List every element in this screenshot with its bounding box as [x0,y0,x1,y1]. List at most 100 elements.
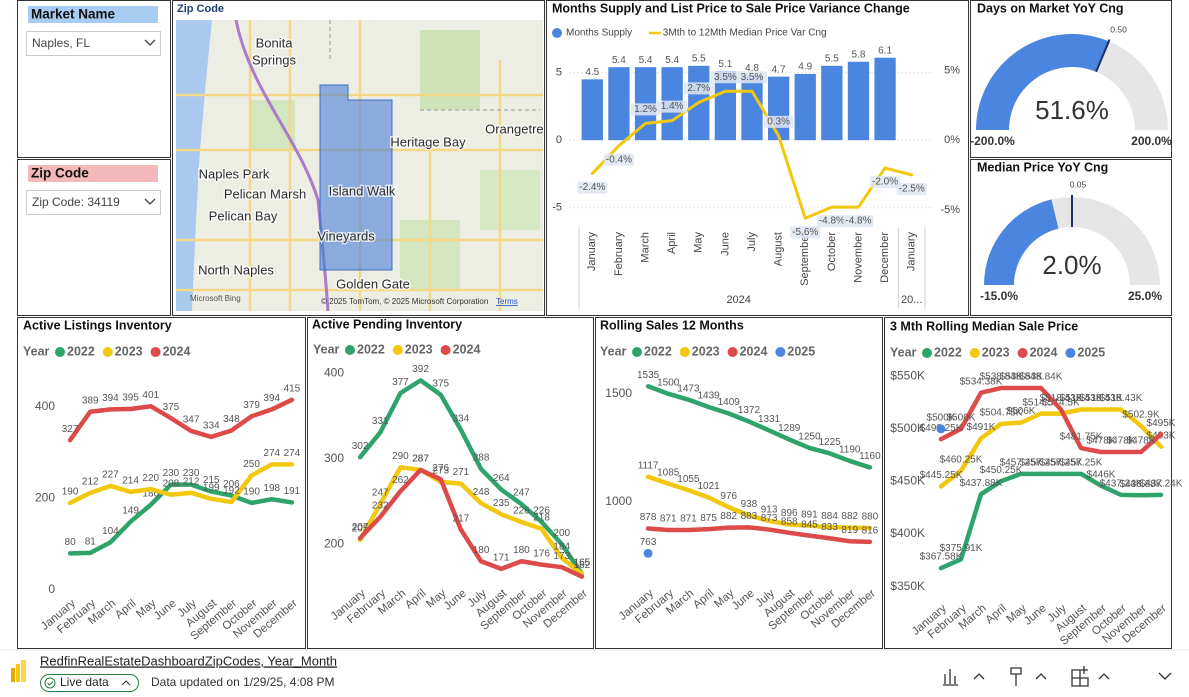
map-park [480,170,540,230]
data-label: 176 [533,548,550,559]
bar [608,67,630,141]
data-label: 248 [473,487,490,498]
place-label: Golden Gate [336,276,410,291]
map[interactable]: Bonita Springs Heritage Bay Orangetree Naple… [176,20,551,311]
chevron[interactable] [1098,673,1110,680]
y-tick-label: 0 [556,134,562,146]
data-label: 858 [781,516,798,527]
line [67,462,295,506]
data-label-bg [790,226,821,239]
line [357,378,585,577]
data-label: $518.43K [1060,393,1103,404]
chevron [144,39,156,46]
data-label: 1473 [677,383,700,394]
data-label: 215 [203,475,220,486]
data-label: $445.25K [920,470,963,481]
data-label: 212 [183,476,200,487]
y-tick-label: 200 [324,536,344,550]
legend-label: 3Mth to 12Mth Median Price Var Cng [663,28,827,39]
legend-dot [632,347,642,357]
line [357,467,585,579]
gauge-value-label: 2.0% [1042,250,1101,280]
target-label: 0.05 [1070,179,1087,189]
updated-text: Data updated on 1/29/25, 4:08 PM [151,675,334,689]
dropdown[interactable] [26,31,161,56]
insert-icon[interactable] [1071,666,1089,687]
data-label: -4.8% [845,216,871,227]
live-status: Live data [60,675,109,689]
data-label: $375.91K [940,543,983,554]
legend-dot [922,348,932,358]
data-label: 878 [640,512,657,523]
map-title: Zip Code [177,3,224,15]
data-label: 334 [203,421,220,432]
data-label: 230 [183,468,200,479]
line-point [643,548,653,558]
legend-label: 2023 [115,344,143,358]
data-label: 871 [680,514,697,525]
data-label: 217 [453,513,470,524]
line [357,465,585,577]
data-label: $506K [1007,406,1036,417]
legend-dot [55,347,65,357]
data-label: 394 [263,393,280,404]
data-label: 392 [412,364,429,375]
data-label: 190 [243,487,260,498]
data-label: 149 [122,505,139,516]
legend-title: Year [23,344,50,358]
chart-panel [17,317,306,649]
data-label: 230 [163,468,180,479]
data-label: $518.43K [1080,393,1123,404]
chevron[interactable] [973,673,985,680]
x-tick-label: February [613,232,625,277]
live-badge[interactable] [40,674,139,692]
group-label: 20... [901,294,922,306]
chevron[interactable] [1035,673,1047,680]
bar [714,71,737,141]
data-label: 171 [493,553,510,564]
line [645,474,873,531]
data-label-bg [896,182,927,195]
data-label: 199 [203,482,220,493]
chart-title: Rolling Sales 12 Months [600,318,744,332]
data-label: -0.4% [606,154,632,165]
data-label: 220 [142,473,159,484]
data-label-bg [816,215,847,228]
data-label: -2.4% [579,182,605,193]
legend-title: Year [890,345,917,359]
data-label: 882 [720,511,737,522]
dataset-name[interactable]: RedfinRealEstateDashboardZipCodes, Year_… [40,653,337,668]
data-label: 1021 [697,481,720,492]
chart-title: Active Listings Inventory [23,318,172,332]
data-label: 389 [82,395,99,406]
visual-icon[interactable] [943,669,958,686]
data-label: 1409 [718,397,741,408]
y-tick-label: $400K [890,526,925,540]
data-label: $478K [1087,436,1116,447]
data-label: $514.5K [1022,397,1060,408]
data-label: 165 [574,558,591,569]
data-label: $518.43K [1100,393,1143,404]
place-label: Springs [252,52,297,67]
y2-tick-label: -5% [940,204,960,216]
legend-dot [969,348,980,358]
format-icon[interactable] [1010,667,1022,686]
zip-area[interactable] [319,84,393,271]
chevron[interactable] [1158,672,1172,680]
y-tick-label: $350K [890,579,925,593]
data-label-bg [843,215,874,228]
map-copyright: © 2025 TomTom, © 2025 Microsoft Corporat… [321,297,488,306]
dropdown-value: Zip Code: 34119 [32,195,120,209]
data-label: 226 [533,506,550,517]
dropdown[interactable] [26,190,161,215]
map-terms[interactable]: Terms [496,297,518,306]
data-label: 273 [432,466,449,477]
data-label: 191 [284,486,301,497]
data-label: -2.0% [872,177,898,188]
data-label: 375 [163,402,180,413]
bar-label: 5.5 [692,53,706,64]
legend-title: Year [600,344,627,358]
line [67,482,295,556]
data-label: $367.58K [920,552,963,563]
